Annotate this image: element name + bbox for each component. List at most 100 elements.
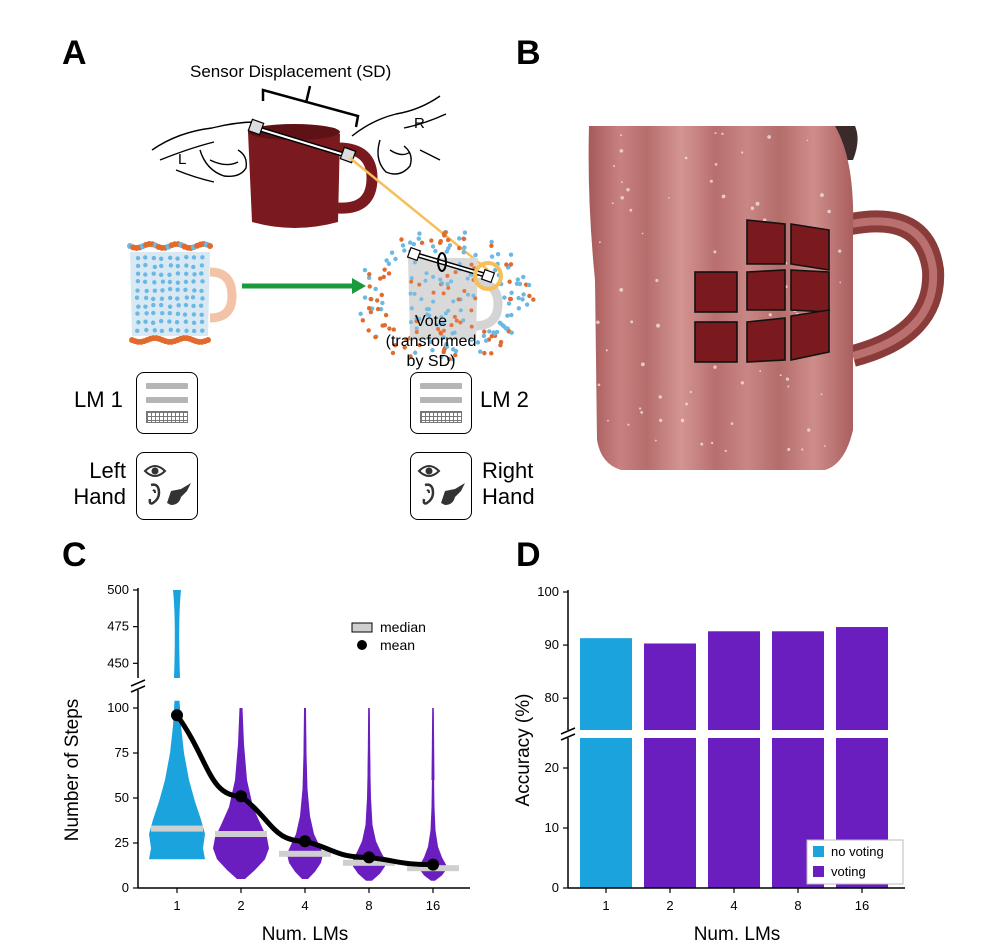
- legend-no-voting-swatch: [813, 846, 824, 857]
- scatter-dot: [461, 236, 466, 241]
- point-cloud-dot: [409, 306, 414, 311]
- speckle: [626, 187, 630, 192]
- scatter-dot: [521, 292, 526, 297]
- point-cloud-dot: [469, 308, 474, 313]
- scatter-dot: [505, 313, 510, 318]
- point-cloud-dot: [200, 296, 205, 301]
- scatter-dot: [402, 248, 407, 253]
- left-hand-letter: L: [178, 151, 186, 168]
- left-hand-line1: Left: [89, 458, 126, 483]
- x-tick-label: 8: [794, 898, 801, 913]
- lm1-bar-icon: [146, 383, 188, 389]
- point-cloud-dot: [184, 328, 189, 334]
- y-tick-label: 20: [545, 760, 559, 775]
- scatter-dot: [386, 261, 392, 266]
- point-cloud-dot: [158, 256, 164, 261]
- left-hand-icon: [151, 121, 257, 183]
- point-cloud-dot: [176, 303, 181, 308]
- point-cloud-dot: [191, 264, 196, 270]
- scatter-dot: [411, 241, 417, 247]
- eye-icon: [417, 465, 441, 477]
- right-sensor-box: [410, 452, 472, 520]
- speckle: [801, 448, 804, 451]
- point-cloud-dot: [431, 299, 436, 304]
- x-tick-label: 8: [365, 898, 372, 913]
- point-cloud-dot: [200, 255, 205, 260]
- speckle: [611, 202, 614, 205]
- axes: 0 25 50 75 100 450 475 500 1 2 4 8 16: [107, 582, 470, 913]
- point-cloud-dot: [439, 315, 444, 320]
- scatter-dot: [524, 302, 530, 307]
- scatter-dot: [447, 243, 453, 248]
- point-cloud-dot: [441, 291, 446, 296]
- point-cloud-dot: [160, 310, 165, 316]
- point-cloud-dot: [183, 287, 188, 292]
- scatter-dot: [502, 295, 507, 300]
- point-cloud-dot: [143, 272, 148, 277]
- speckle: [750, 206, 755, 210]
- scatter-dot: [404, 337, 409, 342]
- point-cloud-dot: [450, 331, 455, 336]
- scatter-dot: [478, 349, 483, 354]
- scatter-dot: [526, 282, 532, 288]
- scatter-dot: [367, 284, 372, 289]
- sd-bracket-tick: [304, 85, 312, 104]
- scatter-dot: [413, 350, 418, 355]
- scatter-dot: [439, 354, 444, 360]
- point-cloud-dot: [451, 299, 456, 304]
- point-cloud-dot: [144, 288, 149, 294]
- speckle: [806, 139, 809, 142]
- point-cloud-dot: [417, 317, 422, 322]
- scatter-dot: [462, 230, 468, 235]
- point-cloud-dot: [167, 286, 173, 292]
- y-tick-label: 25: [115, 835, 129, 850]
- speckle: [767, 135, 771, 139]
- scatter-dot: [489, 254, 495, 259]
- point-cloud-dot: [191, 312, 197, 317]
- speckle: [689, 390, 692, 394]
- point-cloud-dot: [191, 303, 196, 309]
- point-cloud-dot: [458, 320, 463, 325]
- scatter-dot: [527, 293, 532, 299]
- point-cloud-dot: [174, 320, 180, 325]
- mean-point-1: [171, 709, 183, 722]
- point-cloud-dot: [414, 326, 419, 331]
- mean-curve: [174, 713, 434, 868]
- x-tick-label: 2: [666, 898, 673, 913]
- point-cloud-dot: [469, 324, 474, 329]
- scatter-dot: [393, 343, 398, 348]
- scatter-dot: [446, 356, 452, 362]
- speckle: [820, 393, 823, 396]
- x-axis-label: Num. LMs: [694, 924, 781, 945]
- point-cloud-dot: [192, 272, 197, 277]
- scatter-dot: [509, 312, 514, 318]
- scatter-dot: [509, 330, 514, 335]
- point-cloud-dot: [160, 288, 165, 293]
- scatter-dot: [374, 298, 380, 303]
- point-cloud-dot: [175, 287, 180, 292]
- scatter-dot: [489, 333, 494, 339]
- point-cloud-dot: [135, 278, 141, 284]
- scatter-dot: [417, 342, 422, 348]
- point-cloud-dot: [452, 314, 457, 319]
- speckle: [685, 402, 688, 406]
- speckle: [638, 407, 642, 410]
- legend-median-swatch: [351, 622, 373, 633]
- point-cloud-dot: [175, 263, 181, 269]
- speckle: [824, 445, 826, 447]
- speckle: [668, 196, 670, 199]
- eye-icon: [143, 465, 167, 477]
- axis-break-mark: [130, 685, 146, 693]
- scatter-dot: [368, 309, 374, 315]
- scatter-dot: [516, 295, 521, 301]
- x-axis-label: Num. LMs: [262, 924, 349, 945]
- point-cloud-dot: [158, 318, 164, 324]
- speckle: [654, 439, 657, 442]
- lm2-label: LM 2: [480, 387, 529, 412]
- speckle: [640, 410, 644, 414]
- lm2-bar-icon: [420, 397, 462, 403]
- speckle: [741, 151, 744, 154]
- speckle: [627, 423, 630, 426]
- scatter-dot: [408, 354, 413, 359]
- scatter-dot: [508, 252, 514, 257]
